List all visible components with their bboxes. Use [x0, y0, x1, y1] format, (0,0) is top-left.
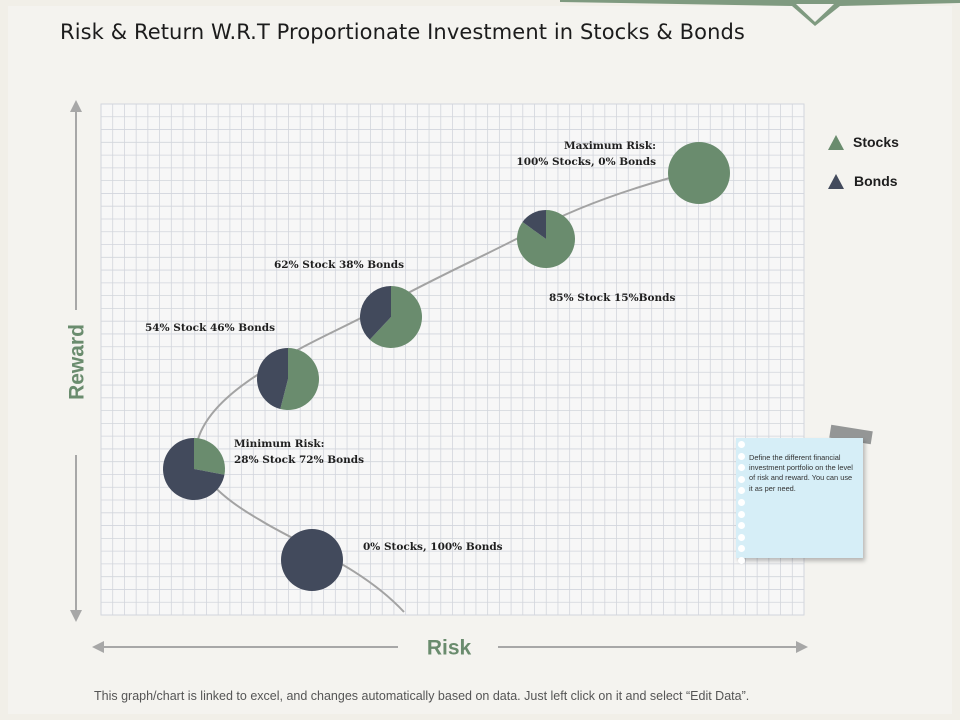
note-hole — [738, 441, 745, 448]
x-axis-arrowhead-left — [92, 641, 104, 653]
y-axis-arrowhead-down — [70, 610, 82, 622]
pie-slice-bonds — [360, 285, 391, 340]
header-notch — [796, 4, 834, 22]
pie-slice-bonds — [522, 210, 546, 239]
footer-note: This graph/chart is linked to excel, and… — [94, 689, 750, 703]
data-label-6: Maximum Risk: — [564, 140, 656, 152]
pie-chart-5 — [517, 210, 575, 268]
note-hole — [738, 510, 745, 518]
note-binding-holes — [738, 441, 745, 569]
legend-label-stocks: Stocks — [853, 134, 899, 150]
header-decoration — [560, 0, 960, 26]
pie-chart-4 — [360, 285, 423, 348]
note-hole — [738, 452, 745, 460]
x-axis-label: Risk — [427, 637, 472, 660]
pie-slice-bonds — [256, 348, 288, 410]
note-hole — [738, 556, 745, 564]
pie-slice-stocks — [369, 286, 423, 348]
data-label-2: Minimum Risk: — [234, 438, 325, 450]
pie-slice-bonds — [281, 529, 343, 591]
data-label-1: 0% Stocks, 100% Bonds — [363, 541, 503, 553]
pie-slice-stocks — [280, 348, 320, 411]
data-label-2: 28% Stock 72% Bonds — [234, 454, 364, 466]
pie-chart-1 — [281, 529, 343, 591]
note-hole — [738, 475, 745, 483]
pie-slice-stocks — [194, 438, 225, 475]
x-axis-arrowhead-right — [796, 641, 808, 653]
pie-chart-2 — [162, 438, 225, 500]
pie-chart-6 — [668, 142, 730, 204]
note-hole — [738, 545, 745, 553]
pie-slice-stocks — [668, 142, 730, 204]
pie-slice-bonds — [162, 438, 225, 500]
data-label-5: 85% Stock 15%Bonds — [549, 292, 675, 304]
note-hole — [738, 522, 745, 530]
y-axis-label: Reward — [66, 324, 89, 400]
pie-chart-3 — [256, 348, 320, 411]
y-axis-arrowhead-up — [70, 100, 82, 112]
note-hole — [738, 464, 745, 472]
data-label-4: 62% Stock 38% Bonds — [274, 259, 404, 271]
data-label-3: 54% Stock 46% Bonds — [145, 322, 275, 334]
note-text: Define the different financial investmen… — [749, 453, 853, 493]
sticky-note: Define the different financial investmen… — [736, 438, 863, 564]
note-hole — [738, 487, 745, 495]
data-label-6: 100% Stocks, 0% Bonds — [516, 156, 656, 168]
chart-title: Risk & Return W.R.T Proportionate Invest… — [60, 20, 745, 44]
legend-label-bonds: Bonds — [854, 173, 898, 189]
note-hole — [738, 533, 745, 541]
note-hole — [738, 498, 745, 506]
